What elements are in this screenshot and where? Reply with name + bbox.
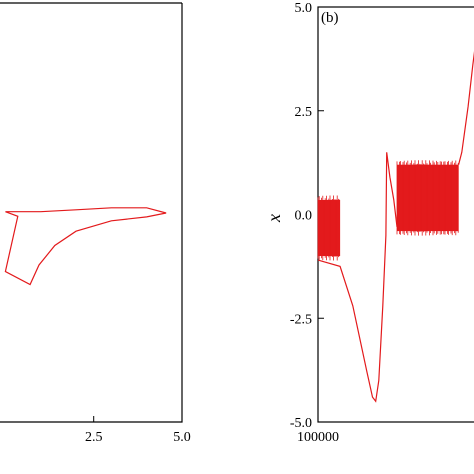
panel-a-series-group (4, 207, 167, 286)
panel-a-x-tick-label: 2.5 (85, 430, 103, 445)
panel-b-time-series-line (317, 152, 398, 403)
panel-b-y-tick-label: 0.0 (295, 209, 313, 224)
panel-a-chart: 2.5 5.0 (0, 2, 191, 445)
panel-b-oscillation-strokes (317, 195, 340, 261)
panel-b-y-ticks: 5.0 2.5 0.0 -2.5 -5.0 (290, 1, 324, 431)
panel-b-y-tick-label: -5.0 (290, 416, 312, 431)
panel-b-y-tick-label: 5.0 (295, 1, 313, 16)
panel-b-x-ticks: 100000 (297, 430, 339, 445)
panel-b-y-tick-label: -2.5 (290, 312, 312, 327)
panel-b-y-tick-label: 2.5 (295, 105, 313, 120)
panel-b-oscillation-strokes (396, 160, 459, 236)
panel-a-x-ticks: 2.5 5.0 (85, 416, 191, 445)
panel-a-trajectory-line (4, 207, 167, 286)
panel-b-y-axis-title: x (264, 214, 284, 223)
panel-a-x-tick-label: 5.0 (173, 430, 191, 445)
panel-b-x-tick-label: 100000 (297, 430, 339, 445)
panel-b-label: (b) (321, 10, 339, 26)
